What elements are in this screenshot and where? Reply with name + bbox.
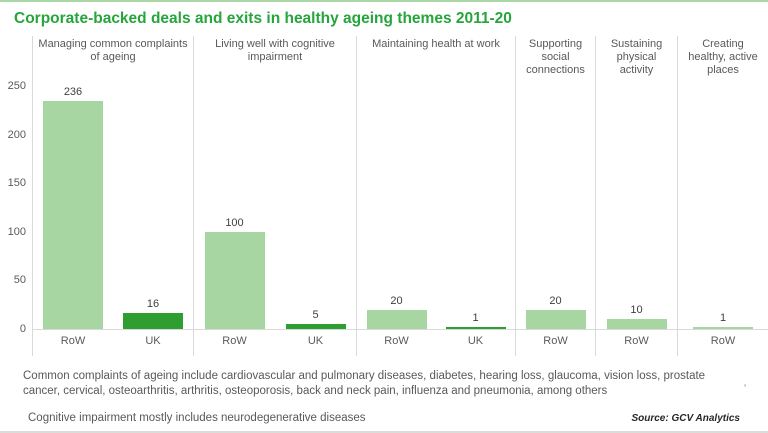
bar-slot: 100 (194, 86, 275, 329)
y-axis-tick: 0 (19, 323, 26, 335)
y-axis-tick: 250 (7, 80, 26, 92)
y-axis-tick: 100 (7, 225, 26, 238)
bar-row (366, 309, 427, 329)
category-labels: RoW (596, 329, 677, 356)
bar-slot: 5 (275, 86, 356, 329)
footnote-row: Cognitive impairment mostly includes neu… (23, 412, 740, 424)
category-label: UK (307, 335, 324, 347)
bar-row (693, 327, 753, 329)
bar-slot: 236 (33, 86, 113, 329)
bar-uk (123, 313, 183, 329)
bar-uk (285, 324, 346, 329)
bar-slot: 1 (678, 86, 768, 329)
category-label: RoW (384, 335, 409, 347)
y-axis-tick: 150 (7, 177, 26, 190)
y-axis-tick: 50 (13, 274, 26, 287)
panel-supporting-social: Supporting social connections 20 RoW (515, 36, 595, 356)
bar-row (525, 309, 586, 329)
panel-managing-common-complaints: Managing common complaints of ageing 236… (32, 36, 193, 356)
bar-value-label: 1 (472, 312, 479, 324)
category-label: RoW (624, 335, 649, 347)
y-axis-tick: 200 (7, 128, 26, 141)
panel-maintaining-health-work: Maintaining health at work 20 1 RoW UK (356, 36, 515, 356)
bar-slot: 1 (436, 86, 515, 329)
category-labels: RoW (516, 329, 595, 356)
source-credit: Source: GCV Analytics (631, 413, 740, 424)
bar-slot: 16 (113, 86, 193, 329)
panel-plot: 1 (678, 86, 768, 329)
category-label: RoW (60, 335, 86, 347)
panel-title: Living well with cognitive impairment (215, 38, 335, 63)
panel-plot: 10 (596, 86, 677, 329)
panel-plot: 20 (516, 86, 595, 329)
bar-slot: 10 (596, 86, 677, 329)
footnote-cognitive-impairment: Cognitive impairment mostly includes neu… (28, 412, 366, 424)
panel-title: Supporting social connections (526, 38, 585, 76)
bar-row (43, 101, 103, 329)
category-labels: RoW UK (33, 329, 193, 356)
bar-value-label: 236 (63, 86, 83, 98)
category-labels: RoW (678, 329, 768, 356)
category-label: RoW (543, 335, 568, 347)
category-label: RoW (710, 335, 736, 347)
footer-notes: Common complaints of ageing include card… (0, 356, 768, 424)
bar-value-label: 20 (390, 294, 403, 307)
category-label: UK (467, 335, 484, 347)
panel-title: Creating healthy, active places (688, 38, 758, 76)
panel-living-well-cognitive: Living well with cognitive impairment 10… (193, 36, 356, 356)
bar-value-label: 100 (225, 216, 244, 229)
bar-value-label: 5 (312, 309, 319, 322)
panel-plot: 100 5 (194, 86, 356, 329)
chart-region: 250 200 150 100 50 0 Managing common com… (0, 36, 768, 356)
bar-value-label: 16 (146, 298, 160, 311)
bar-slot: 20 (357, 86, 436, 329)
panel-title: Maintaining health at work (372, 38, 500, 50)
panels-container: Managing common complaints of ageing 236… (32, 36, 768, 356)
bar-value-label: 1 (719, 312, 727, 324)
bar-row (204, 231, 265, 329)
category-label: RoW (222, 335, 247, 347)
bar-value-label: 10 (630, 304, 643, 317)
footnote-common-complaints: Common complaints of ageing include card… (23, 370, 706, 397)
panel-plot: 236 16 (33, 86, 193, 329)
bar-uk (445, 327, 506, 329)
panel-plot: 20 1 (357, 86, 515, 329)
x-axis-line (32, 329, 768, 330)
chart-title: Corporate-backed deals and exits in heal… (14, 10, 512, 27)
category-labels: RoW UK (357, 329, 515, 356)
bar-value-label: 20 (549, 294, 562, 307)
category-labels: RoW UK (194, 329, 356, 356)
panel-creating-healthy-places: Creating healthy, active places 1 RoW (677, 36, 768, 356)
category-label: UK (145, 335, 161, 347)
bar-slot: 20 (516, 86, 595, 329)
panel-title: Managing common complaints of ageing (38, 38, 188, 63)
footnote-marker: ’ (744, 383, 746, 393)
bar-row (606, 319, 667, 329)
panel-title: Sustaining physical activity (610, 38, 663, 76)
panel-sustaining-physical: Sustaining physical activity 10 RoW (595, 36, 677, 356)
